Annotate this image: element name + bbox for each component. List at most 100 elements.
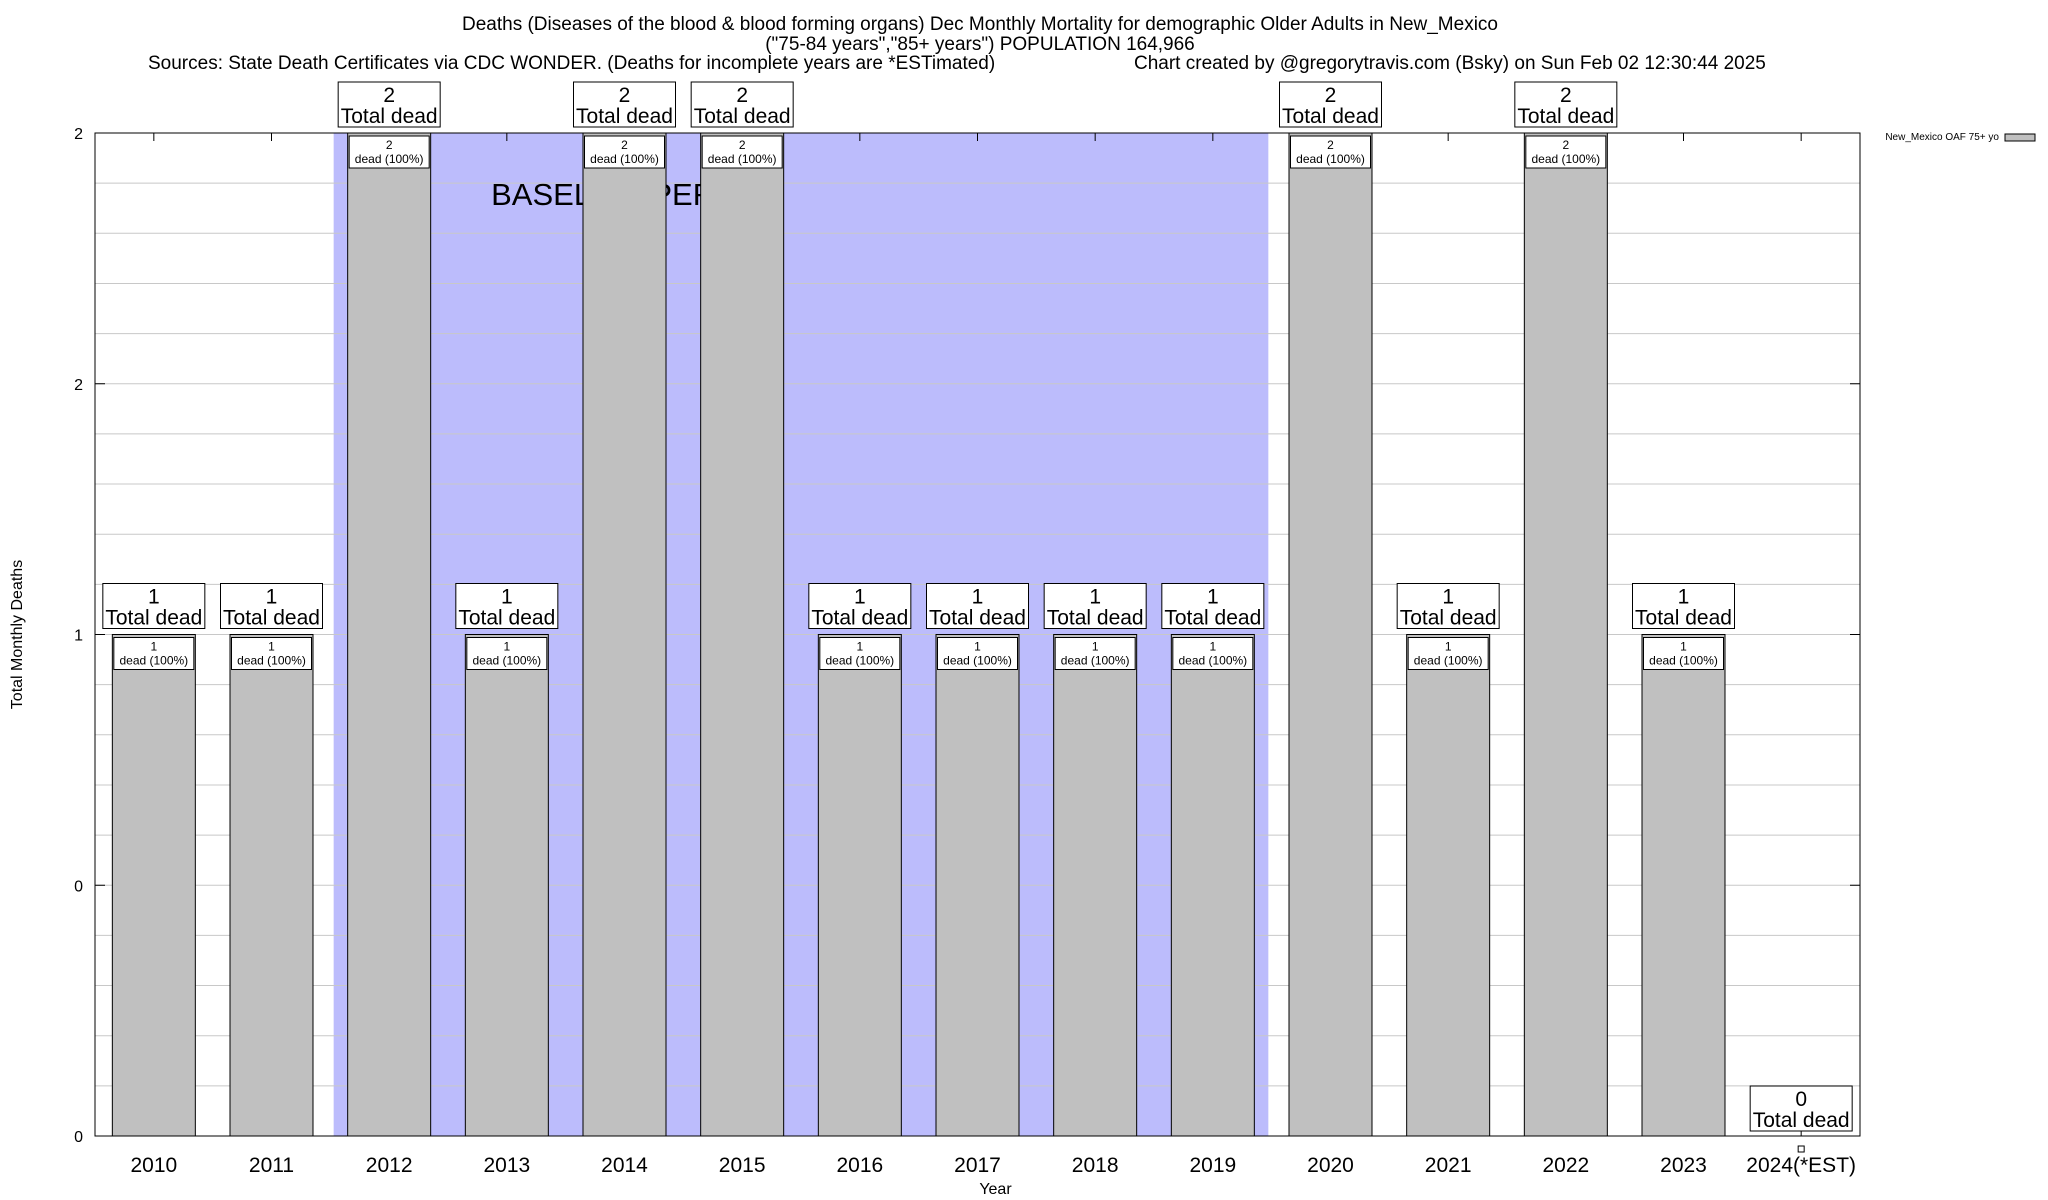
bar-total-label-value: 2 <box>736 84 748 107</box>
bar-total-label-value: 1 <box>972 586 984 609</box>
bar-total-label-text: Total dead <box>1753 1109 1850 1132</box>
bar-inner-label-box <box>937 637 1018 670</box>
bar-total-label-box <box>1396 583 1500 629</box>
bar <box>464 634 549 1137</box>
bar-inner-label-text: dead (100%) <box>119 654 188 668</box>
bar-inner-label-text: dead (100%) <box>237 654 306 668</box>
bar-inner-label-value: 1 <box>1445 640 1452 654</box>
bar-inner-label-box <box>466 637 548 670</box>
bar-inner-label-value: 2 <box>1562 138 1569 152</box>
bar-total-label-box <box>455 583 559 629</box>
chart-title-line2: ("75-84 years","85+ years") POPULATION 1… <box>765 34 1195 55</box>
bar-inner-label-value: 1 <box>503 640 510 654</box>
bar <box>700 132 785 1137</box>
chart-credit: Chart created by @gregorytravis.com (Bsk… <box>1134 53 1766 74</box>
bar-inner-label-value: 1 <box>1680 640 1687 654</box>
bar-inner-label-value: 1 <box>150 640 157 654</box>
bar-total-label-box <box>808 583 912 629</box>
bar <box>582 132 667 1137</box>
legend-swatch <box>2004 133 2036 142</box>
bar-inner-label-text: dead (100%) <box>1414 654 1483 668</box>
bar-inner-label-value: 2 <box>386 138 393 152</box>
bar-total-label-value: 1 <box>148 586 160 609</box>
bar-inner-label-value: 2 <box>621 138 628 152</box>
bar-inner-label-box <box>819 637 901 670</box>
bar <box>1288 132 1373 1137</box>
bar-inner-label-box <box>1407 637 1489 670</box>
x-tick-label: 2012 <box>366 1154 413 1177</box>
bar-inner-label-text: dead (100%) <box>590 152 659 166</box>
bar-inner-label-text: dead (100%) <box>1178 654 1247 668</box>
y-axis-label: Total Monthly Deaths <box>9 560 26 709</box>
bar <box>1053 634 1138 1137</box>
bar-inner-label-value: 2 <box>739 138 746 152</box>
y-tick-label: 2 <box>74 377 83 394</box>
bar-inner-label-box <box>1054 637 1136 670</box>
bar-inner-label-value: 1 <box>1092 640 1099 654</box>
bar-total-label-box <box>1632 583 1735 629</box>
bar-total-label-text: Total dead <box>1164 607 1261 630</box>
bar-inner-label-text: dead (100%) <box>825 654 894 668</box>
bar-inner-label-box <box>1290 135 1371 169</box>
x-tick-label: 2016 <box>836 1154 883 1177</box>
bar <box>229 634 314 1137</box>
bar-inner-label-text: dead (100%) <box>1061 654 1130 668</box>
bar-inner-label-box <box>1172 637 1254 670</box>
bar-total-label-value: 1 <box>501 586 513 609</box>
bar-total-label-text: Total dead <box>458 607 555 630</box>
bar-total-label-box <box>1514 81 1618 128</box>
x-tick-label: 2017 <box>954 1154 1001 1177</box>
bar-inner-label-text: dead (100%) <box>1649 654 1718 668</box>
bar-total-label-box <box>690 81 794 128</box>
x-tick-label: 2015 <box>719 1154 766 1177</box>
bar-inner-label-box <box>348 135 430 169</box>
bar-total-label-box <box>220 583 323 629</box>
x-tick-label: 2022 <box>1542 1154 1589 1177</box>
bar-inner-label-text: dead (100%) <box>1531 152 1600 166</box>
y-tick-label: 0 <box>74 1129 83 1146</box>
bar-total-label-value: 2 <box>619 84 631 107</box>
x-axis-label: Year <box>979 1181 1012 1198</box>
bar-total-label-text: Total dead <box>1517 105 1614 128</box>
bar-total-label-box <box>1749 1085 1853 1132</box>
bar-inner-label-box <box>231 637 312 670</box>
x-tick-label: 2024(*EST) <box>1746 1154 1856 1177</box>
bar-total-label-box <box>573 81 676 128</box>
bar <box>935 634 1020 1137</box>
bar-inner-label-box <box>113 637 195 670</box>
bar-total-label-text: Total dead <box>1400 607 1497 630</box>
bar-inner-label-text: dead (100%) <box>355 152 424 166</box>
bar-total-label-value: 2 <box>1560 84 1572 107</box>
bar-inner-label-text: dead (100%) <box>472 654 541 668</box>
bar-total-label-value: 1 <box>854 586 866 609</box>
bar-total-label-text: Total dead <box>694 105 791 128</box>
bar-inner-label-value: 1 <box>1209 640 1216 654</box>
bar <box>111 634 196 1137</box>
bar-total-label-text: Total dead <box>929 607 1026 630</box>
bar <box>1406 634 1491 1137</box>
bar-inner-label-box <box>1643 637 1724 670</box>
bar-inner-label-text: dead (100%) <box>708 152 777 166</box>
bar-total-label-text: Total dead <box>576 105 673 128</box>
bar-inner-label-box <box>701 135 783 169</box>
x-tick-label: 2023 <box>1660 1154 1707 1177</box>
bar-total-label-box <box>102 583 206 629</box>
bar <box>1170 634 1255 1137</box>
bar-total-label-text: Total dead <box>1047 607 1144 630</box>
chart-title-line1: Deaths (Diseases of the blood & blood fo… <box>462 14 1498 35</box>
bar-total-label-value: 0 <box>1795 1088 1807 1111</box>
x-tick-label: 2014 <box>601 1154 648 1177</box>
bar-total-label-value: 1 <box>1442 586 1454 609</box>
bar-total-label-text: Total dead <box>1635 607 1732 630</box>
bar-inner-label-text: dead (100%) <box>1296 152 1365 166</box>
bar-total-label-value: 1 <box>1678 586 1690 609</box>
y-tick-label: 2 <box>74 126 83 143</box>
bar-inner-label-text: dead (100%) <box>943 654 1012 668</box>
x-tick-label: 2019 <box>1189 1154 1236 1177</box>
bar-inner-label-value: 1 <box>856 640 863 654</box>
bar-total-label-text: Total dead <box>341 105 438 128</box>
bar-total-label-text: Total dead <box>105 607 202 630</box>
bar-total-label-box <box>926 583 1029 629</box>
bar-inner-label-value: 1 <box>974 640 981 654</box>
